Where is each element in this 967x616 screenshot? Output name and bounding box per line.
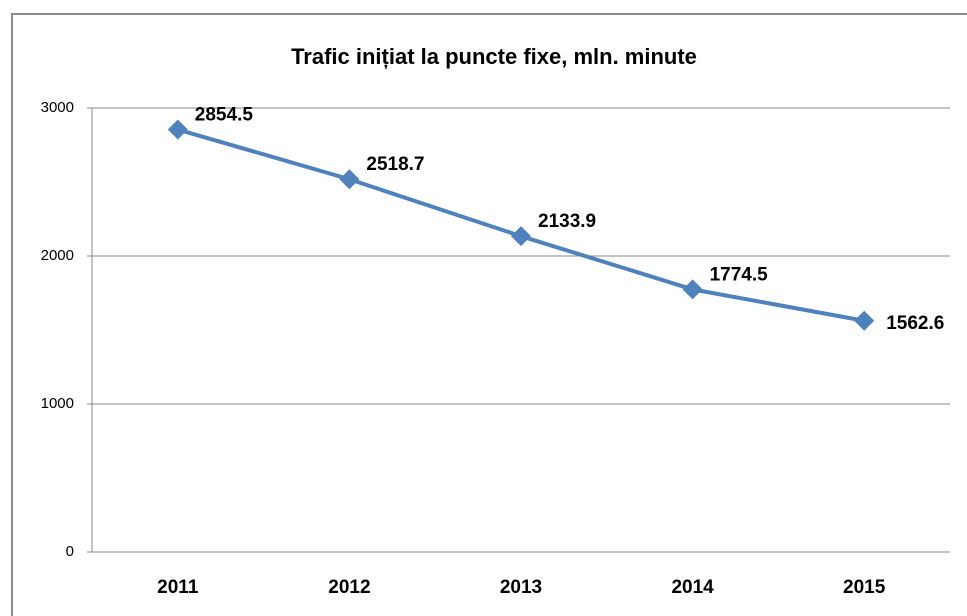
x-tick-label: 2012 — [328, 577, 370, 598]
data-label: 2133.9 — [538, 211, 596, 232]
data-point — [511, 226, 531, 247]
y-tick-label: 2000 — [41, 247, 74, 264]
y-tick-label: 3000 — [41, 99, 74, 116]
data-label: 1774.5 — [710, 264, 769, 285]
x-tick-label: 2011 — [157, 577, 199, 598]
data-label: 2518.7 — [366, 154, 424, 175]
data-label: 1562.6 — [886, 313, 944, 334]
chart-frame — [11, 13, 967, 616]
x-tick-label: 2013 — [500, 577, 542, 598]
chart-title: Trafic inițiat la puncte fixe, mln. minu… — [291, 44, 697, 69]
data-point — [167, 119, 188, 140]
x-tick-label: 2015 — [843, 577, 886, 598]
data-point — [339, 169, 360, 190]
x-tick-label: 2014 — [671, 577, 714, 598]
data-point — [682, 279, 703, 300]
data-point — [854, 310, 875, 331]
y-tick-label: 0 — [66, 543, 74, 560]
data-label: 2854.5 — [195, 105, 254, 126]
y-tick-label: 1000 — [41, 395, 74, 412]
